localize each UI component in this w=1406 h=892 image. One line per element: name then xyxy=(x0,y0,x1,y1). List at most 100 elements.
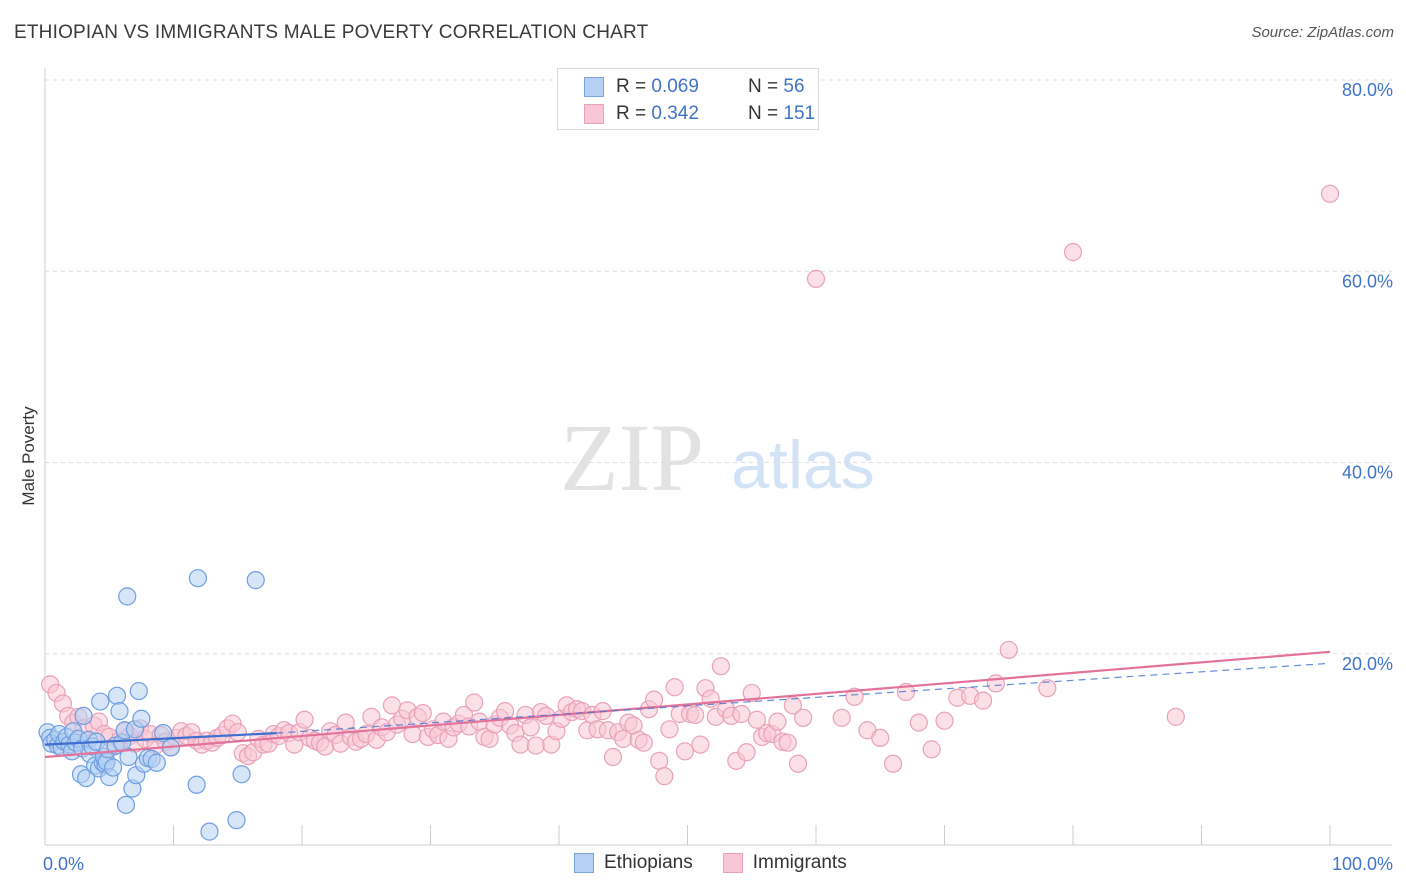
y-tick-label-60: 60.0% xyxy=(1342,271,1393,291)
grid xyxy=(45,79,1392,655)
ethiopians-r: R = 0.069 xyxy=(616,76,744,98)
r-label: R = xyxy=(616,76,652,97)
immigrants-point-149 xyxy=(845,687,864,706)
ethiopians-point-49 xyxy=(154,724,173,743)
immigrants-point-162 xyxy=(1038,679,1057,698)
immigrants-point-147 xyxy=(806,269,826,288)
immigrants-point-137 xyxy=(747,710,766,729)
ethiopians-point-33 xyxy=(107,686,127,705)
ethiopians-point-37 xyxy=(116,795,136,814)
immigrants-point-72 xyxy=(413,703,432,723)
immigrants-point-148 xyxy=(832,708,851,727)
immigrants-point-126 xyxy=(691,735,710,754)
immigrants-point-91 xyxy=(511,735,530,754)
immigrants-point-156 xyxy=(935,711,954,730)
ethiopians-point-51 xyxy=(187,775,206,794)
immigrants-legend-swatch xyxy=(722,853,743,873)
immigrants-point-94 xyxy=(526,736,545,755)
immigrants-point-136 xyxy=(742,683,761,703)
legend-label-immigrants: Immigrants xyxy=(752,852,847,873)
immigrants-point-152 xyxy=(883,754,903,773)
immigrants-point-163 xyxy=(1063,243,1083,262)
immigrants-point-93 xyxy=(521,718,540,737)
trend-lines xyxy=(44,650,1331,759)
watermark-zip: ZIP xyxy=(560,404,704,511)
legend-row-immigrants: R = 0.342 N = 151 xyxy=(584,102,815,126)
immigrants-point-155 xyxy=(922,740,941,759)
immigrants-point-82 xyxy=(465,693,484,712)
immigrants-swatch xyxy=(584,104,604,124)
immigrants-point-121 xyxy=(665,678,684,697)
watermark: ZIP atlas xyxy=(560,404,875,511)
ethiopians-point-24 xyxy=(91,692,110,711)
immigrants-point-151 xyxy=(871,728,890,748)
x-tick-label-0: 0.0% xyxy=(43,854,84,874)
ethiopians-point-54 xyxy=(227,811,246,830)
ethiopians-point-17 xyxy=(77,768,96,788)
immigrants-point-125 xyxy=(686,705,705,725)
axes xyxy=(44,68,1392,846)
immigrants-point-134 xyxy=(732,704,751,724)
y-tick-label-40: 40.0% xyxy=(1342,463,1393,483)
y-tick-labels: 20.0% 40.0% 60.0% 80.0% xyxy=(1342,80,1393,674)
r-value: 0.069 xyxy=(651,76,699,97)
ethiopians-swatch xyxy=(584,77,604,97)
ethiopians-point-44 xyxy=(132,709,151,728)
immigrants-point-159 xyxy=(973,691,993,710)
source-label: Source: ZipAtlas.com xyxy=(1251,24,1394,41)
ethiopians-point-48 xyxy=(147,753,166,772)
immigrants-point-109 xyxy=(603,747,623,767)
immigrants-trend-line xyxy=(44,650,1331,759)
legend-row-ethiopians: R = 0.069 N = 56 xyxy=(584,75,805,99)
ethiopians-point-31 xyxy=(104,758,123,777)
x-tick-label-100: 100.0% xyxy=(1332,854,1393,874)
ethiopians-point-16 xyxy=(74,706,93,726)
immigrants-point-119 xyxy=(655,767,674,786)
immigrants-point-118 xyxy=(650,751,669,770)
immigrants-point-120 xyxy=(660,720,679,739)
legend-label-ethiopians: Ethiopians xyxy=(604,852,693,873)
watermark-atlas: atlas xyxy=(731,427,875,503)
immigrants-point-165 xyxy=(1320,184,1340,203)
immigrants-point-145 xyxy=(788,754,808,773)
immigrants-n: N = 151 xyxy=(748,103,815,125)
ethiopians-legend-swatch xyxy=(574,853,594,873)
immigrants-point-143 xyxy=(778,733,797,752)
n-label: N = xyxy=(748,76,784,97)
n-value: 56 xyxy=(783,76,805,97)
immigrants-point-161 xyxy=(999,640,1018,660)
immigrants-point-123 xyxy=(675,742,695,761)
immigrants-points xyxy=(41,184,1340,786)
immigrants-r: R = 0.342 xyxy=(616,103,744,125)
immigrants-point-154 xyxy=(909,713,928,732)
immigrants-point-141 xyxy=(768,712,787,731)
y-tick-label-80: 80.0% xyxy=(1342,80,1393,100)
r-value: 0.342 xyxy=(651,103,699,124)
ethiopians-point-56 xyxy=(246,571,265,590)
legend-item-immigrants[interactable]: Immigrants xyxy=(722,852,847,874)
legend-item-ethiopians[interactable]: Ethiopians xyxy=(574,852,693,874)
immigrants-point-130 xyxy=(711,657,731,676)
immigrants-point-36 xyxy=(228,723,247,742)
legend-series: Ethiopians Immigrants xyxy=(574,852,877,874)
ethiopians-point-43 xyxy=(129,681,148,701)
y-axis-label: Male Poverty xyxy=(19,406,38,506)
chart-title: ETHIOPIAN VS IMMIGRANTS MALE POVERTY COR… xyxy=(14,22,649,43)
ethiopians-point-39 xyxy=(119,747,138,767)
ethiopians-point-55 xyxy=(232,765,251,784)
legend-stats: R = 0.069 N = 56 R = 0.342 N = 151 xyxy=(557,68,819,130)
ethiopians-point-34 xyxy=(110,702,129,721)
y-tick-label-20: 20.0% xyxy=(1342,654,1393,674)
ethiopians-point-38 xyxy=(118,587,137,606)
ethiopians-trend-line xyxy=(44,732,277,746)
ethiopians-point-53 xyxy=(200,822,219,841)
ethiopians-n: N = 56 xyxy=(748,76,805,98)
immigrants-point-146 xyxy=(794,708,813,727)
n-value: 151 xyxy=(783,103,816,124)
n-label: N = xyxy=(748,103,784,124)
ethiopians-point-52 xyxy=(188,569,208,588)
ethiopians-trend-extension xyxy=(276,662,1331,734)
immigrants-point-49 xyxy=(295,710,314,729)
immigrants-point-164 xyxy=(1166,707,1185,726)
